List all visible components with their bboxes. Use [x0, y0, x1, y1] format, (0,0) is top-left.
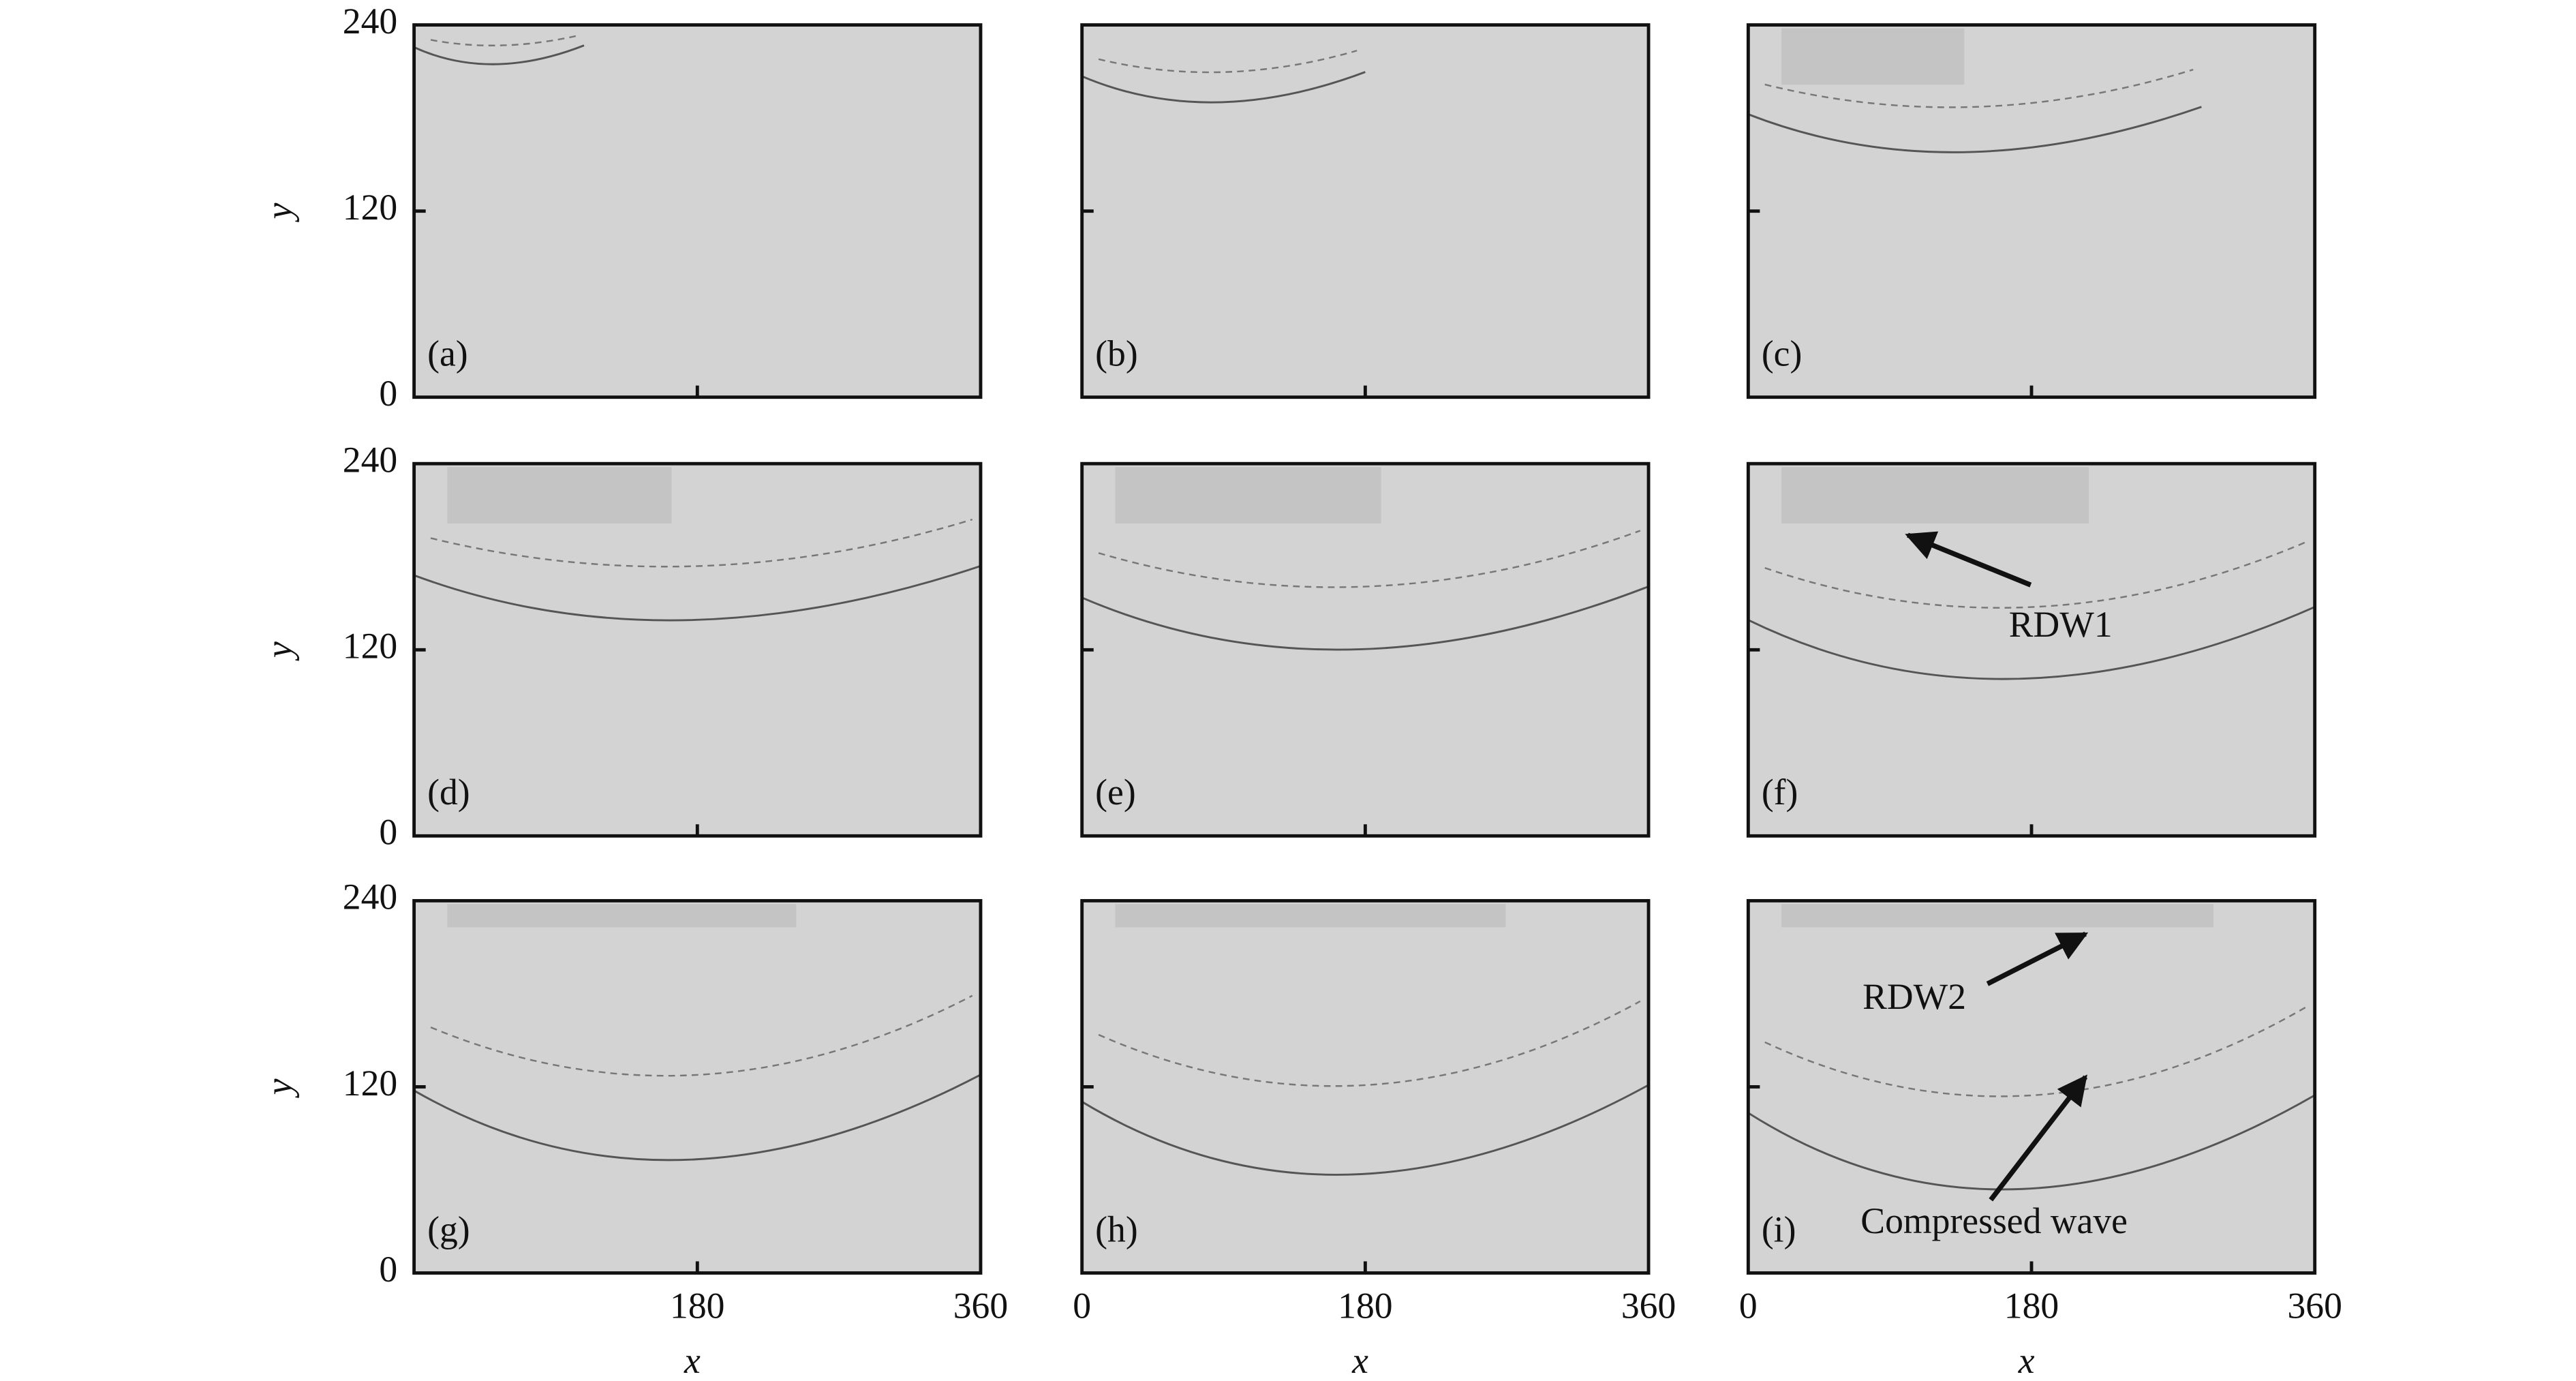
y-tick-label: 120 [343, 1063, 397, 1104]
y-tick-label: 240 [343, 877, 397, 917]
flow-feature [1082, 586, 1649, 651]
flow-feature [430, 995, 973, 1077]
x-tick-label: 0 [1739, 1285, 1758, 1326]
flow-feature [1781, 28, 1965, 85]
flow-feature [413, 1074, 981, 1162]
x-tick-label: 0 [1073, 1285, 1091, 1326]
y-tick-label: 240 [343, 440, 397, 481]
x-axis-label: x [2018, 1340, 2035, 1381]
panel-image [414, 900, 981, 1273]
panel: (h)0 180 360 x [1073, 898, 1676, 1381]
panel: (g) 240 120 0 y 180 360 x [258, 877, 1008, 1381]
panel: (i) 0 180 360 x [1739, 898, 2342, 1381]
flow-feature [1115, 467, 1381, 523]
flow-feature [1747, 606, 2316, 680]
panel-label: (b) [1095, 333, 1138, 374]
flow-feature [430, 518, 973, 568]
arrow [1986, 931, 2089, 986]
panel: (c) [1746, 23, 2317, 399]
y-axis-label: y [258, 641, 299, 661]
flow-feature [1747, 1094, 2316, 1191]
flow-feature [1115, 904, 1506, 928]
annotation: RDW1 [2009, 604, 2113, 645]
y-axis-label: y [258, 1078, 299, 1098]
flow-feature [1098, 1000, 1641, 1087]
panel-label: (c) [1762, 333, 1803, 374]
panel: (f) [1746, 461, 2317, 838]
panel-label: (h) [1095, 1209, 1138, 1249]
panel-label: (e) [1095, 772, 1136, 813]
panel-image [1082, 25, 1649, 397]
flow-feature [414, 565, 981, 622]
panel-label: (g) [427, 1209, 470, 1249]
panel: (b) [1080, 23, 1651, 399]
arrow [1905, 531, 2032, 588]
flow-feature [1082, 71, 1366, 104]
flow-feature [1764, 1005, 2307, 1097]
flow-feature [447, 467, 672, 523]
x-tick-label: 360 [1621, 1285, 1676, 1326]
flow-feature [1081, 1084, 1649, 1176]
flow-feature [1764, 68, 2194, 108]
x-axis-label: x [1351, 1340, 1368, 1381]
x-axis-label: x [684, 1340, 701, 1381]
x-tick-label: 360 [2287, 1285, 2342, 1326]
y-axis-label: y [258, 203, 299, 223]
panel-label: (f) [1762, 772, 1798, 813]
x-tick-label: 360 [953, 1285, 1008, 1326]
x-tick-label: 180 [670, 1285, 724, 1326]
y-tick-label: 0 [379, 812, 397, 853]
panel-image [414, 25, 981, 397]
flow-feature [1781, 904, 2213, 928]
flow-feature [413, 44, 585, 65]
y-tick-label: 120 [343, 187, 397, 228]
flow-feature [1747, 106, 2202, 153]
y-tick-label: 0 [379, 1249, 397, 1290]
x-tick-label: 180 [2004, 1285, 2059, 1326]
arrow [1989, 1074, 2088, 1202]
panel-image [1748, 464, 2315, 836]
panel-image [1082, 900, 1649, 1273]
annotation: RDW2 [1862, 976, 1966, 1017]
x-tick-label: 180 [1338, 1285, 1392, 1326]
panel-label: (a) [427, 333, 468, 374]
panel-image [414, 464, 981, 836]
flow-feature [1781, 467, 2089, 523]
flow-feature [1764, 541, 2307, 609]
panel: (d) 240 120 0 y [258, 440, 983, 853]
panel-image [1748, 25, 2315, 397]
y-tick-label: 240 [343, 1, 397, 42]
flow-feature [430, 35, 577, 46]
panel-label: (d) [427, 772, 470, 813]
annotations: RDW1 RDW2 Compressed wave [1860, 531, 2128, 1241]
flow-feature [1098, 50, 1358, 74]
panel: (a) 240 120 0 y [258, 1, 983, 414]
panel-label: (i) [1762, 1209, 1796, 1249]
y-tick-label: 0 [379, 373, 397, 414]
panel: (e) [1080, 461, 1651, 838]
flow-feature [1098, 530, 1641, 588]
flow-feature [447, 904, 797, 928]
panels: (a) 240 120 0 y (b) (c) (d) 240 120 0 y (e) (f) (g) 240… [258, 1, 2342, 1381]
y-tick-label: 120 [343, 626, 397, 667]
annotation: Compressed wave [1860, 1200, 2128, 1241]
